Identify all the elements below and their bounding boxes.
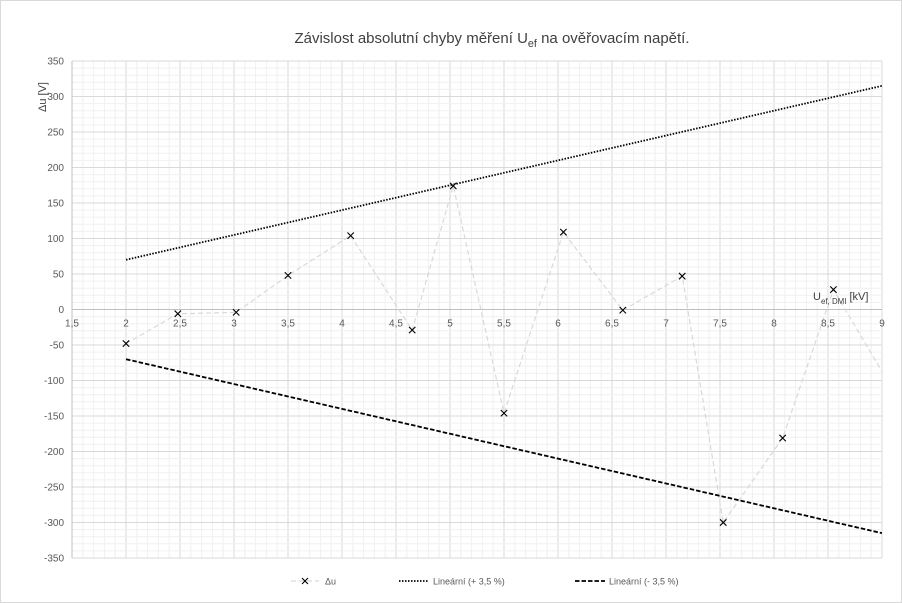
- legend-item-plus: Lineární (+ 3,5 %): [399, 577, 505, 587]
- trendline-plus-3-5: [125, 84, 882, 261]
- data-point-du: [232, 308, 240, 316]
- x-tick-label: 3: [231, 319, 237, 330]
- y-tick-label: -100: [44, 376, 64, 387]
- series-line-du: [125, 185, 882, 525]
- data-point-du: [500, 409, 508, 417]
- data-point-du: [829, 286, 837, 294]
- x-tick-label: 2,5: [173, 319, 187, 330]
- y-tick-label: 250: [47, 128, 64, 139]
- legend-label: Δu: [325, 577, 336, 587]
- data-point-du: [284, 271, 292, 280]
- y-tick-label: 0: [58, 305, 64, 316]
- y-tick-label: 150: [47, 199, 64, 210]
- y-axis-title: Δu [V]: [37, 82, 49, 112]
- x-tick-label: 7,5: [713, 319, 727, 330]
- x-axis-title: Uef, DMI [kV]: [813, 291, 868, 306]
- data-point-du: [719, 518, 727, 527]
- x-tick-label: 1,5: [65, 319, 79, 330]
- y-tick-label: 300: [47, 92, 64, 103]
- trendline-minus-3-5: [125, 358, 882, 535]
- data-point-du: [678, 272, 686, 280]
- axes: [71, 61, 882, 558]
- legend-item-minus: Lineární (- 3,5 %): [575, 577, 679, 587]
- x-tick-label: 6,5: [605, 319, 619, 330]
- x-tick-label: 3,5: [281, 319, 295, 330]
- plot-markers: [122, 182, 837, 527]
- chart-text: 350 300 250 200 150 100 50 0 -50 -100 -150 -200 -250…: [37, 30, 885, 565]
- data-point-du: [122, 339, 130, 348]
- y-tick-label: 50: [53, 270, 65, 281]
- data-point-du: [347, 232, 355, 240]
- data-point-du: [174, 310, 182, 318]
- x-tick-label: 8,5: [821, 319, 835, 330]
- y-tick-label: -250: [44, 483, 64, 494]
- data-point-du: [449, 182, 457, 190]
- y-tick-label: -300: [44, 518, 64, 529]
- y-tick-label: 350: [47, 57, 64, 68]
- chart-title: Závislost absolutní chyby měření Uef na …: [294, 30, 689, 50]
- legend-label: Lineární (- 3,5 %): [609, 577, 679, 587]
- x-tick-label: 7: [663, 319, 669, 330]
- y-tick-label: -200: [44, 447, 64, 458]
- x-tick-label: 5: [447, 319, 453, 330]
- x-tick-label: 9: [879, 319, 885, 330]
- legend-item-du: Δu: [291, 577, 336, 587]
- legend: Δu Lineární (+ 3,5 %) Lineární (- 3,5 %): [291, 577, 679, 587]
- y-tick-label: 200: [47, 163, 64, 174]
- y-tick-label: -350: [44, 554, 64, 565]
- data-point-du: [408, 326, 416, 334]
- y-tick-label: -50: [50, 341, 65, 352]
- y-tick-label: -150: [44, 412, 64, 423]
- data-point-du: [779, 434, 787, 442]
- x-tick-label: 5,5: [497, 319, 511, 330]
- data-point-du: [619, 306, 627, 314]
- x-tick-label: 2: [123, 319, 129, 330]
- legend-label: Lineární (+ 3,5 %): [433, 577, 505, 587]
- y-tick-label: 100: [47, 234, 64, 245]
- x-tick-label: 4: [339, 319, 345, 330]
- x-tick-label: 6: [555, 319, 561, 330]
- x-tick-label: 8: [771, 319, 777, 330]
- data-point-du: [559, 228, 567, 236]
- plot-series: [125, 84, 882, 535]
- x-tick-label: 4,5: [389, 319, 403, 330]
